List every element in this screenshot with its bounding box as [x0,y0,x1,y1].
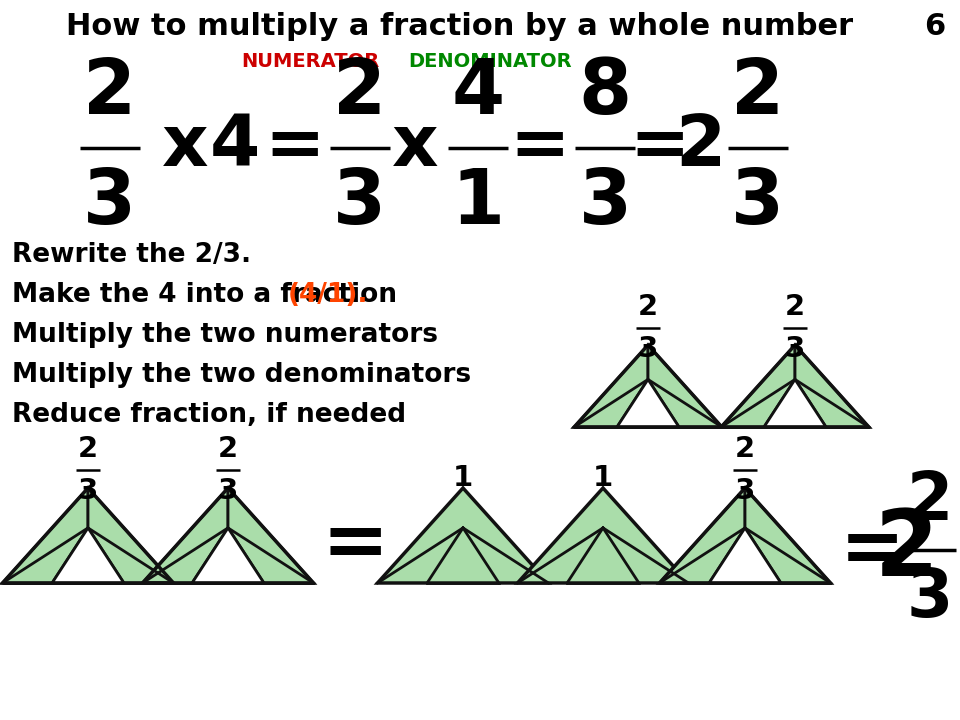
Text: x: x [161,112,208,181]
Text: =: = [510,112,570,181]
Text: 2: 2 [732,56,784,130]
Text: 2: 2 [333,56,387,130]
Polygon shape [228,488,314,583]
Polygon shape [52,528,124,583]
Text: =: = [840,512,905,588]
Text: 2: 2 [218,436,238,463]
Polygon shape [617,379,679,427]
Text: =: = [322,506,389,584]
Text: 2: 2 [735,436,756,463]
Text: 2: 2 [638,293,658,321]
Text: 3: 3 [732,166,784,240]
Text: 3: 3 [579,166,632,240]
Text: 3: 3 [785,335,805,363]
Text: Multiply the two denominators: Multiply the two denominators [12,362,471,388]
Text: 1: 1 [453,464,473,492]
Text: 3: 3 [907,565,953,631]
Polygon shape [3,488,88,583]
Text: 2: 2 [78,436,98,463]
Text: 3: 3 [637,335,659,363]
Text: 1: 1 [451,166,505,240]
Text: x: x [392,112,439,181]
Text: 3: 3 [78,477,98,505]
Text: How to multiply a fraction by a whole number: How to multiply a fraction by a whole nu… [66,12,853,41]
Polygon shape [745,488,830,583]
Text: NUMERATOR: NUMERATOR [241,52,379,71]
Text: 2: 2 [84,56,136,130]
Text: Rewrite the 2/3.: Rewrite the 2/3. [12,242,252,268]
Polygon shape [142,488,228,583]
Text: Make the 4 into a fraction: Make the 4 into a fraction [12,282,406,308]
Polygon shape [660,488,745,583]
Text: 3: 3 [84,166,136,240]
Text: =: = [265,112,325,181]
Text: 2: 2 [785,293,805,321]
Text: DENOMINATOR: DENOMINATOR [408,52,572,71]
Text: (4/1).: (4/1). [287,282,368,308]
Text: Reduce fraction, if needed: Reduce fraction, if needed [12,402,406,428]
Text: 2: 2 [875,505,939,595]
Text: 1: 1 [593,464,613,492]
Text: 4: 4 [451,56,505,130]
Polygon shape [709,528,780,583]
Text: 3: 3 [734,477,756,505]
Polygon shape [88,488,174,583]
Text: =: = [630,112,690,181]
Polygon shape [192,528,264,583]
Polygon shape [574,345,648,427]
Text: 3: 3 [333,166,387,240]
Text: 8: 8 [579,56,632,130]
Polygon shape [795,345,869,427]
Polygon shape [517,488,688,583]
Text: 6: 6 [924,12,945,41]
Polygon shape [377,488,548,583]
Polygon shape [721,345,795,427]
Text: 2: 2 [675,112,725,181]
Polygon shape [648,345,722,427]
Polygon shape [764,379,826,427]
Text: 3: 3 [218,477,238,505]
Text: Multiply the two numerators: Multiply the two numerators [12,322,438,348]
Text: 4: 4 [210,112,260,181]
Text: 2: 2 [907,469,953,534]
